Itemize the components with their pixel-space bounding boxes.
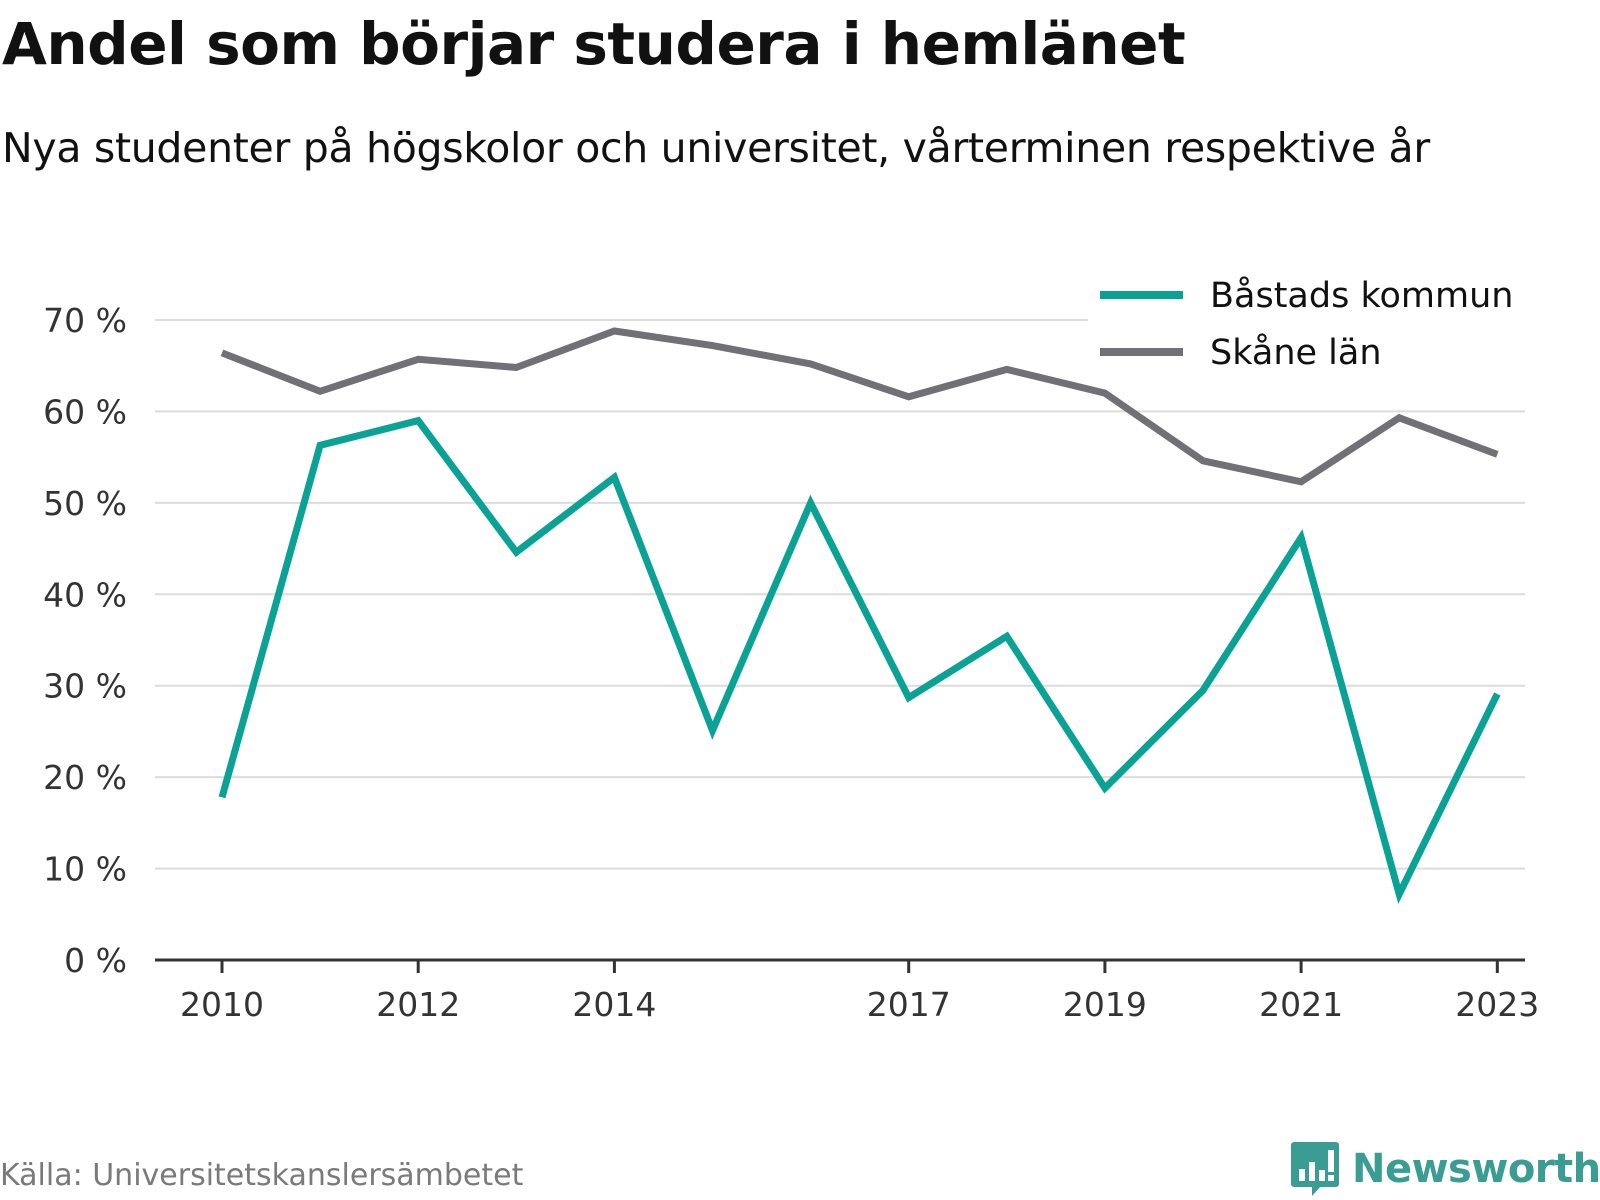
y-tick-label: 0 % [64,941,127,980]
x-tick-label: 2021 [1259,985,1343,1024]
chart-title: Andel som börjar studera i hemlänet [2,10,1186,78]
source-note: Källa: Universitetskanslersämbetet [0,1158,524,1193]
y-tick-label: 30 % [43,667,127,706]
series-line-bastad [218,416,1501,905]
x-tick-label: 2014 [572,985,656,1024]
y-tick-label: 70 % [43,301,127,340]
y-tick-label: 10 % [43,850,127,889]
series-lines [218,327,1501,905]
legend-label: Båstads kommun [1210,275,1513,316]
x-tick-label: 2010 [180,985,264,1024]
y-tick-label: 20 % [43,758,127,797]
chart-subtitle: Nya studenter på högskolor och universit… [2,124,1430,172]
series-line-skane [220,327,1499,486]
x-axis-ticks: 2010 2012 2014 2017 2019 2021 2023 [180,960,1539,1024]
y-tick-label: 60 % [43,392,127,431]
legend-label: Skåne län [1210,332,1382,373]
x-tick-label: 2023 [1455,985,1539,1024]
x-tick-label: 2012 [376,985,460,1024]
x-tick-label: 2019 [1063,985,1147,1024]
y-axis-ticks: 0 % 10 % 20 % 30 % 40 % 50 % 60 % 70 % [43,301,127,980]
x-tick-label: 2017 [867,985,951,1024]
y-tick-label: 40 % [43,575,127,614]
brand-name: Newsworthy [1352,1146,1600,1192]
bar-chart-speech-bubble-icon [1291,1142,1339,1196]
brand-logo: Newsworthy [1290,1140,1600,1198]
y-tick-label: 50 % [43,484,127,523]
legend-background [1088,262,1536,382]
legend: Båstads kommun Skåne län [1088,262,1536,382]
line-chart: 0 % 10 % 20 % 30 % 40 % 50 % 60 % 70 % 2010 2012… [43,262,1540,1024]
